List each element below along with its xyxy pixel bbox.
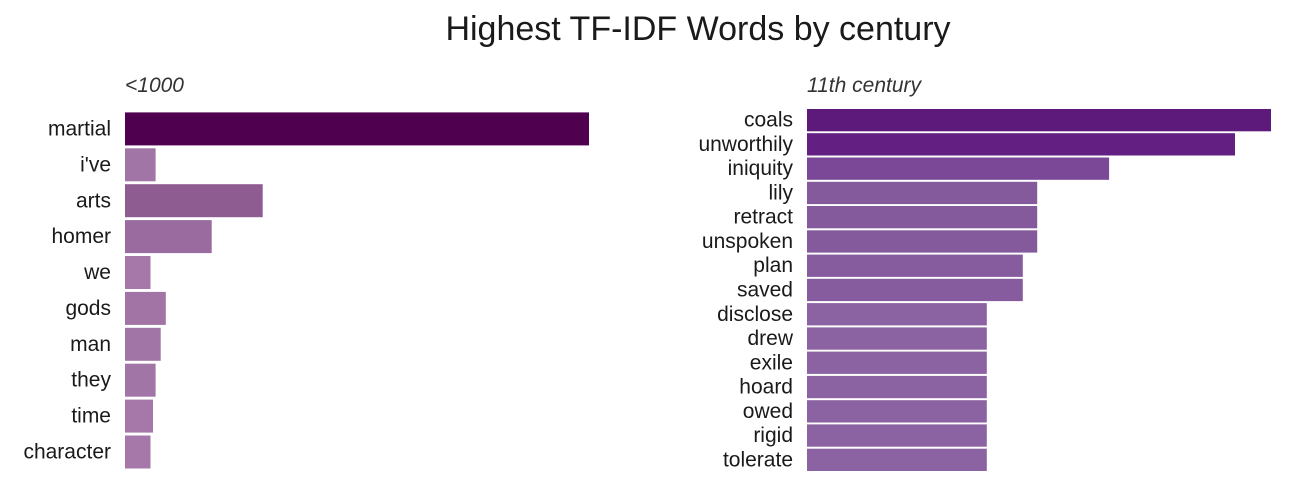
label-lt1000-gods: gods [65,297,111,320]
label-lt1000-character: character [23,441,111,464]
bars-lt1000 [125,112,589,469]
label-11th-century-lily: lily [769,181,794,204]
label-lt1000-time: time [71,405,111,428]
label-11th-century-disclose: disclose [717,303,793,326]
bar-11th-century-saved [807,278,1023,302]
label-lt1000-we: we [83,261,111,284]
bar-11th-century-unspoken [807,230,1038,253]
bar-11th-century-tolerate [807,448,987,471]
label-11th-century-coals: coals [744,109,793,132]
label-lt1000-man: man [70,333,111,356]
panel-lt1000: <1000 martial i've arts homer we gods man they t… [23,74,589,469]
chart-title: Highest TF-IDF Words by century [445,10,950,48]
bar-11th-century-lily [807,181,1038,205]
label-11th-century-tolerate: tolerate [723,448,793,471]
bar-11th-century-drew [807,327,987,350]
label-lt1000-homer: homer [51,225,111,248]
label-11th-century-unworthily: unworthily [698,133,793,156]
panel-title-lt1000: <1000 [125,74,184,97]
label-11th-century-drew: drew [747,327,793,350]
bar-11th-century-owed [807,400,987,423]
label-lt1000-martial: martial [48,118,111,141]
bar-11th-century-exile [807,351,987,374]
label-11th-century-plan: plan [753,254,793,277]
bar-lt1000-we [125,256,151,289]
label-11th-century-saved: saved [737,279,793,302]
bar-lt1000-gods [125,291,166,325]
bar-lt1000-character [125,435,151,469]
bar-lt1000-homer [125,220,212,254]
bar-lt1000-i-ve [125,148,156,182]
bars-11th-century [807,109,1271,471]
label-11th-century-retract: retract [733,206,793,229]
labels-11th-century: coalsunworthilyiniquitylilyretractunspok… [698,109,793,472]
panel-title-11th-century: 11th century [807,74,923,97]
bar-11th-century-disclose [807,303,987,326]
bar-11th-century-rigid [807,424,987,447]
label-11th-century-hoard: hoard [739,376,793,399]
bar-lt1000-martial [125,112,589,146]
label-lt1000-i-ve: i've [80,153,111,176]
label-11th-century-owed: owed [743,400,793,423]
labels-lt1000: martial i've arts homer we gods man they time cha… [23,118,111,464]
bar-lt1000-they [125,363,156,397]
bar-lt1000-time [125,399,153,433]
label-11th-century-unspoken: unspoken [702,230,793,253]
bar-11th-century-hoard [807,375,987,399]
bar-11th-century-plan [807,254,1023,277]
label-11th-century-iniquity: iniquity [728,157,794,180]
bar-lt1000-man [125,327,161,361]
label-lt1000-they: they [71,369,111,392]
bar-11th-century-unworthily [807,133,1235,156]
label-11th-century-rigid: rigid [753,424,793,447]
bar-11th-century-iniquity [807,157,1110,180]
panel-11th-century: 11th century coalsunworthilyiniquitylily… [698,74,1271,471]
bar-11th-century-coals [807,109,1271,132]
label-lt1000-arts: arts [76,189,111,212]
label-11th-century-exile: exile [750,351,793,374]
bar-11th-century-retract [807,206,1038,229]
bar-lt1000-arts [125,184,263,218]
